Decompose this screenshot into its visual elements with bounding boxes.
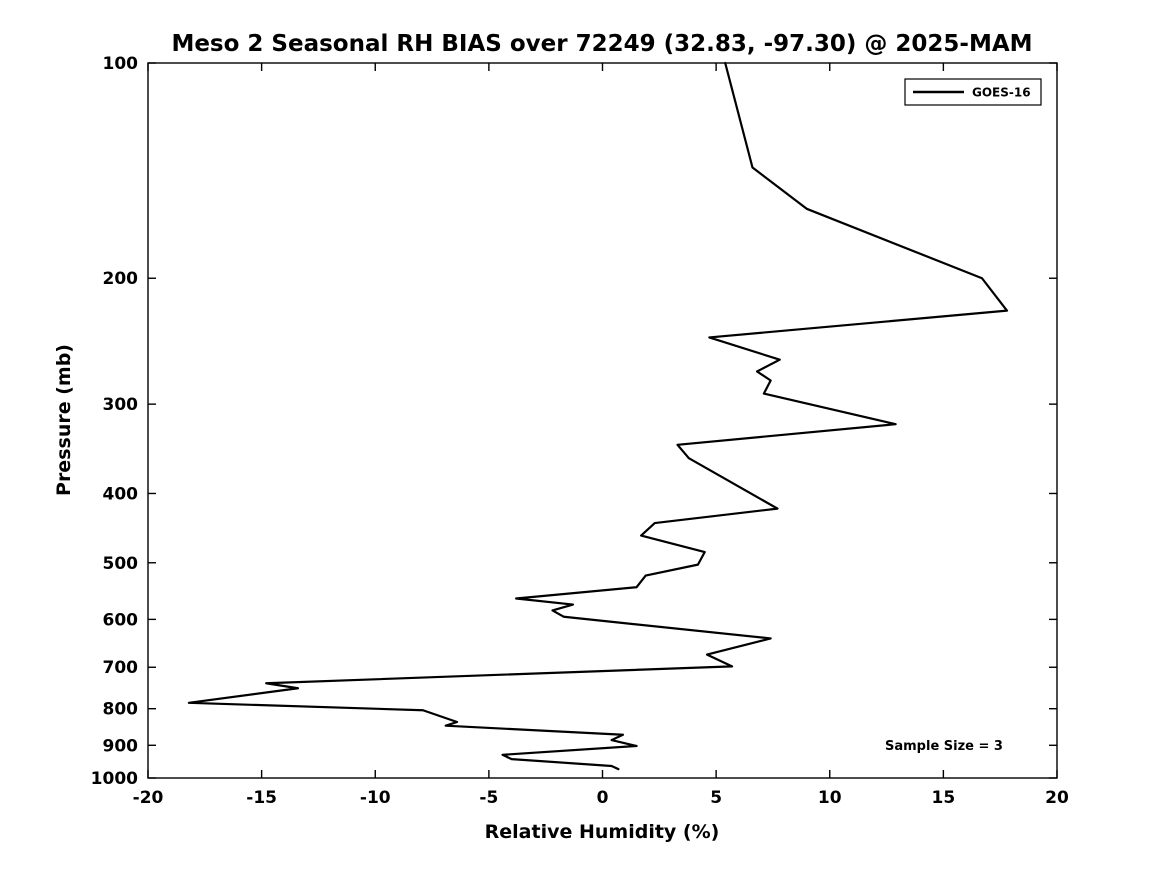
y-tick-label: 600 xyxy=(103,610,139,630)
y-tick-label: 100 xyxy=(103,54,139,74)
y-tick-label: 500 xyxy=(103,554,139,574)
y-tick-label: 1000 xyxy=(91,769,138,789)
x-axis-label: Relative Humidity (%) xyxy=(485,821,720,843)
sample-size-annotation: Sample Size = 3 xyxy=(885,739,1003,754)
x-tick-label: -20 xyxy=(133,788,164,808)
x-tick-label: 20 xyxy=(1045,788,1069,808)
x-tick-label: -10 xyxy=(360,788,391,808)
y-axis-ticks: 100 200 300 400 500 600 700 800 900 1000 xyxy=(91,54,1057,789)
x-tick-label: 5 xyxy=(710,788,722,808)
y-tick-label: 800 xyxy=(103,700,139,720)
legend: GOES-16 xyxy=(904,78,1042,106)
x-tick-label: 0 xyxy=(597,788,609,808)
y-tick-label: 700 xyxy=(103,658,139,678)
y-tick-label: 400 xyxy=(103,484,139,504)
y-axis-label: Pressure (mb) xyxy=(53,344,75,496)
y-tick-label: 900 xyxy=(103,736,139,756)
legend-label: GOES-16 xyxy=(972,86,1031,100)
x-tick-label: 10 xyxy=(818,788,842,808)
x-axis-ticks: -20 -15 -10 -5 0 5 10 15 20 xyxy=(133,63,1069,808)
goes16-bias-line xyxy=(187,61,1009,771)
y-tick-label: 200 xyxy=(103,269,139,289)
x-tick-label: 15 xyxy=(932,788,956,808)
x-tick-label: -15 xyxy=(246,788,277,808)
chart-title: Meso 2 Seasonal RH BIAS over 72249 (32.8… xyxy=(171,31,1032,57)
y-tick-label: 300 xyxy=(103,395,139,415)
x-tick-label: -5 xyxy=(479,788,498,808)
